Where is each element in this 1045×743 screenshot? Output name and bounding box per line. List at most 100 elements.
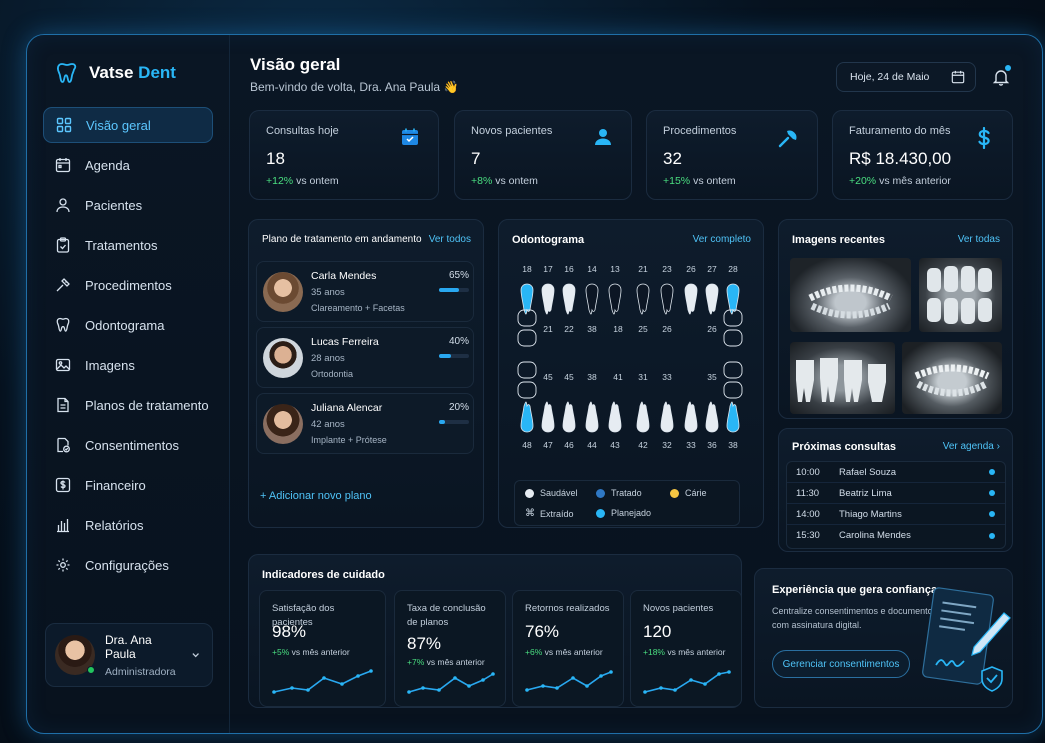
molar-tooth[interactable]: [723, 361, 743, 379]
plan-item[interactable]: Lucas Ferreira 28 anos Ortodontia 40%: [256, 327, 474, 388]
sidebar-item-relatorios[interactable]: Relatórios: [43, 507, 213, 543]
recent-images-panel: Imagens recentes Ver todas: [778, 219, 1013, 419]
document-icon: [57, 397, 69, 413]
upper-tooth[interactable]: [585, 283, 599, 315]
lower-tooth[interactable]: [541, 401, 555, 433]
stat-label: Consultas hoje: [266, 125, 339, 137]
image-icon: [55, 358, 71, 372]
list-item[interactable]: 10:00 Rafael Souza: [787, 462, 1005, 483]
user-name: Dra. Ana Paula: [105, 632, 152, 661]
sidebar-item-planos[interactable]: Planos de tratamento: [43, 387, 213, 423]
sidebar-item-procedimentos[interactable]: Procedimentos: [43, 267, 213, 303]
sidebar-item-financeiro[interactable]: Financeiro: [43, 467, 213, 503]
upper-tooth[interactable]: [636, 283, 650, 315]
patient-name: Carla Mendes: [311, 270, 377, 282]
stat-card-novos-pacientes[interactable]: Novos pacientes 7 +8% vs ontem: [454, 110, 632, 200]
sidebar-item-imagens[interactable]: Imagens: [43, 347, 213, 383]
sidebar-item-pacientes[interactable]: Pacientes: [43, 187, 213, 223]
extracted-icon: ⌘: [525, 508, 535, 519]
view-all-images-link[interactable]: Ver todas: [957, 234, 1000, 245]
lower-tooth[interactable]: [726, 401, 740, 433]
upper-tooth[interactable]: [726, 283, 740, 315]
upper-tooth[interactable]: [660, 283, 674, 315]
molar-tooth[interactable]: [517, 329, 537, 347]
tooth-number: 45: [543, 372, 553, 382]
user-profile-card[interactable]: Dra. Ana Paula Administradora: [45, 623, 213, 687]
lower-tooth[interactable]: [585, 401, 599, 433]
view-all-plans-link[interactable]: Ver todos: [428, 234, 471, 245]
upper-tooth[interactable]: [684, 283, 698, 315]
lower-tooth[interactable]: [636, 401, 650, 433]
stat-card-procedimentos[interactable]: Procedimentos 32 +15% vs ontem: [646, 110, 818, 200]
upper-tooth[interactable]: [562, 283, 576, 315]
indicator-card-satisfacao[interactable]: Satisfação dos pacientes 98% +5% vs mês …: [259, 590, 386, 707]
patient-name: Lucas Ferreira: [311, 336, 379, 348]
sidebar-item-configuracoes[interactable]: Configurações: [43, 547, 213, 583]
sidebar-item-agenda[interactable]: Agenda: [43, 147, 213, 183]
molar-tooth[interactable]: [517, 309, 537, 327]
manage-consents-button[interactable]: Gerenciar consentimentos: [772, 650, 910, 678]
plan-item[interactable]: Juliana Alencar 42 anos Implante + Próte…: [256, 393, 474, 454]
patient-name: Juliana Alencar: [311, 402, 383, 414]
lower-tooth[interactable]: [660, 401, 674, 433]
indicator-card-novos-pacientes[interactable]: Novos pacientes 120 +18% vs mês anterior: [630, 590, 742, 707]
sparkline: [525, 670, 613, 692]
indicator-delta: +18% vs mês anterior: [643, 647, 726, 657]
plan-item[interactable]: Carla Mendes 35 anos Clareamento + Facet…: [256, 261, 474, 322]
upper-tooth[interactable]: [520, 283, 534, 315]
lower-tooth[interactable]: [684, 401, 698, 433]
xray-thumbnail-panoramic[interactable]: [790, 258, 911, 332]
add-plan-button[interactable]: + Adicionar novo plano: [260, 490, 372, 502]
tooth-number: 25: [638, 324, 648, 334]
indicator-delta: +7% vs mês anterior: [407, 657, 485, 667]
xray-thumbnail-molars[interactable]: [790, 342, 895, 414]
page-title: Visão geral: [250, 55, 341, 74]
list-item[interactable]: 15:30 Carolina Mendes: [787, 525, 1005, 546]
stat-card-faturamento[interactable]: Faturamento do mês R$ 18.430,00 +20% vs …: [832, 110, 1013, 200]
upper-tooth[interactable]: [705, 283, 719, 315]
plan-progress-bar: [439, 354, 469, 358]
notifications-button[interactable]: [992, 65, 1011, 91]
sparkline: [272, 669, 373, 694]
lower-tooth[interactable]: [608, 401, 622, 433]
patient-age: 28 anos: [311, 353, 345, 364]
view-full-odontogram-link[interactable]: Ver completo: [692, 234, 751, 245]
sidebar-item-label: Agenda: [85, 157, 130, 173]
indicator-card-conclusao[interactable]: Taxa de conclusão de planos 87% +7% vs m…: [394, 590, 506, 707]
sparkline: [407, 672, 495, 694]
tooth-number: 38: [587, 372, 597, 382]
patient-age: 35 anos: [311, 287, 345, 298]
molar-tooth[interactable]: [723, 309, 743, 327]
stat-card-consultas[interactable]: Consultas hoje 18 +12% vs ontem: [249, 110, 439, 200]
user-icon: [595, 129, 611, 145]
molar-tooth[interactable]: [517, 381, 537, 399]
sidebar-item-tratamentos[interactable]: Tratamentos: [43, 227, 213, 263]
list-item[interactable]: 14:00 Thiago Martins: [787, 504, 1005, 525]
brand-logo[interactable]: Vatse Dent: [55, 61, 176, 85]
molar-tooth[interactable]: [517, 361, 537, 379]
signed-document-icon: [922, 587, 1011, 692]
odontogram-chart[interactable]: [499, 220, 765, 470]
indicator-card-retornos[interactable]: Retornos realizados 76% +6% vs mês anter…: [512, 590, 624, 707]
upper-tooth[interactable]: [541, 283, 555, 315]
sidebar-item-odontograma[interactable]: Odontograma: [43, 307, 213, 343]
sidebar-item-label: Imagens: [85, 357, 135, 373]
upper-tooth[interactable]: [608, 283, 622, 315]
molar-tooth[interactable]: [723, 329, 743, 347]
list-item[interactable]: 11:30 Beatriz Lima: [787, 483, 1005, 504]
sidebar-item-label: Procedimentos: [85, 277, 172, 293]
indicator-label: Retornos realizados: [525, 603, 610, 614]
xray-thumbnail-panoramic-2[interactable]: [902, 342, 1002, 414]
lower-tooth[interactable]: [520, 401, 534, 433]
lower-tooth[interactable]: [705, 401, 719, 433]
lower-tooth[interactable]: [562, 401, 576, 433]
view-agenda-link[interactable]: Ver agenda ›: [942, 441, 1000, 452]
xray-thumbnail-bitewing[interactable]: [919, 258, 1002, 332]
molar-tooth[interactable]: [723, 381, 743, 399]
promo-description: Centralize consentimentos e documentos c…: [772, 606, 938, 630]
sidebar-item-visao-geral[interactable]: Visão geral: [43, 107, 213, 143]
sidebar-item-consentimentos[interactable]: Consentimentos: [43, 427, 213, 463]
date-label: Hoje, 24 de Maio: [850, 71, 930, 83]
date-picker[interactable]: Hoje, 24 de Maio: [836, 62, 976, 92]
panel-title: Plano de tratamento em andamento: [262, 234, 422, 245]
